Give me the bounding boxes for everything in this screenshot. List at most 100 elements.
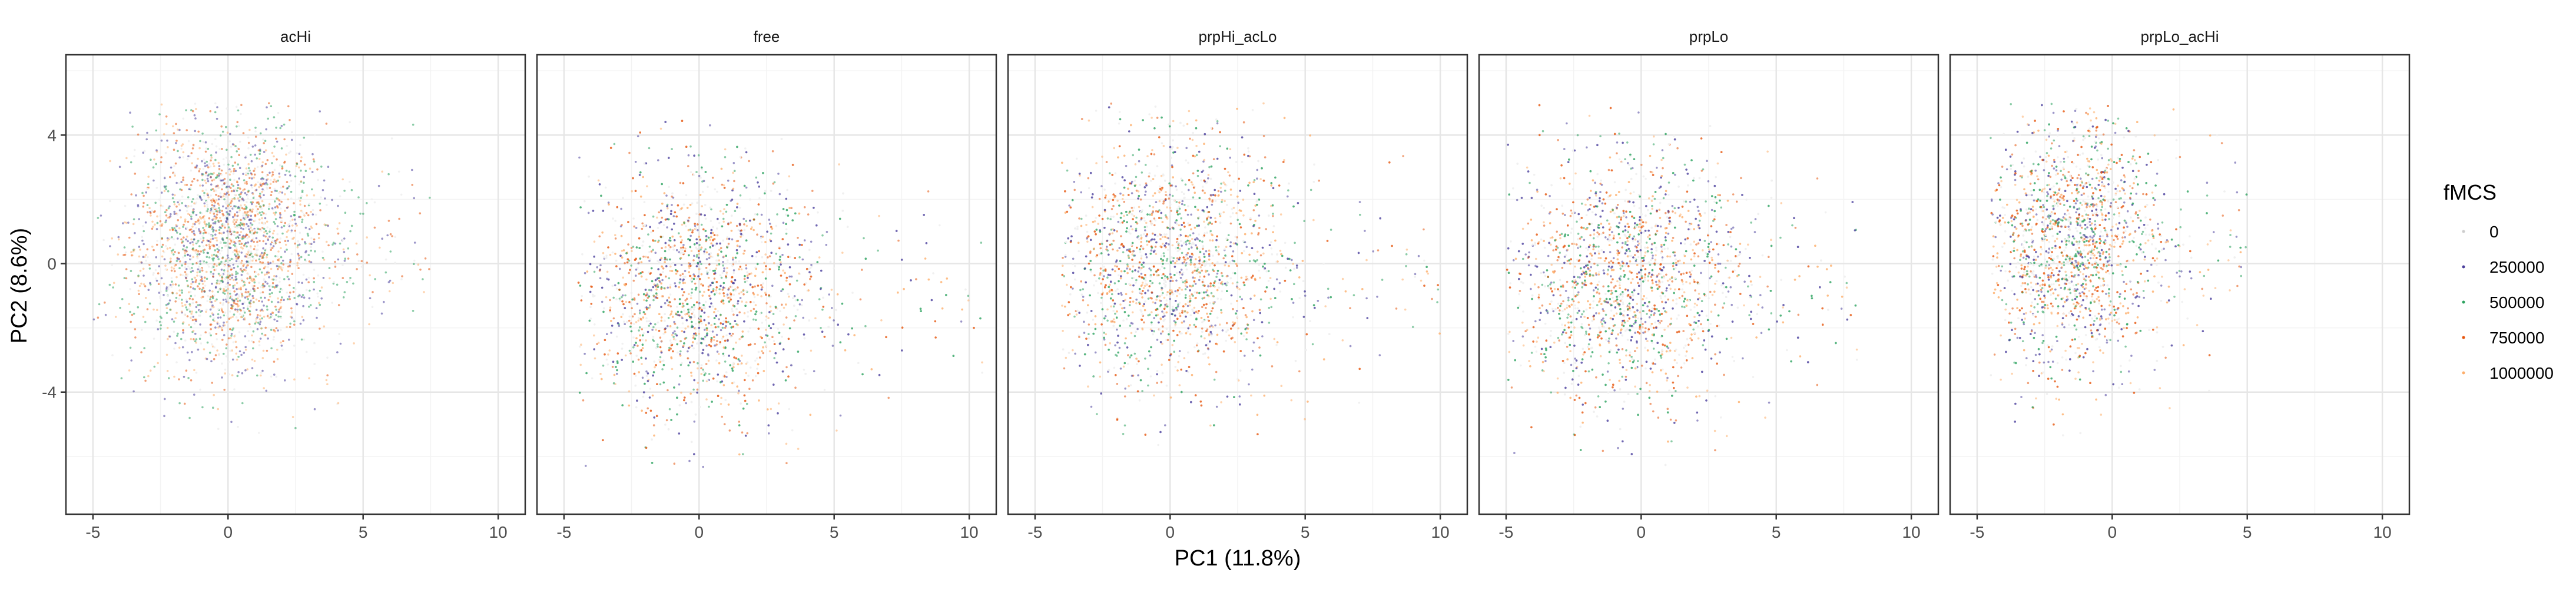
data-point — [346, 281, 349, 283]
data-point — [271, 292, 273, 294]
data-point — [338, 333, 340, 335]
data-point — [286, 326, 288, 328]
data-point — [722, 261, 724, 263]
data-point — [92, 318, 95, 321]
data-point — [251, 233, 254, 236]
data-point — [344, 257, 346, 260]
data-point — [728, 300, 731, 303]
data-point — [740, 362, 743, 365]
data-point — [229, 133, 231, 135]
data-point — [282, 263, 285, 266]
data-point — [288, 185, 290, 188]
data-point — [241, 197, 244, 200]
data-point — [275, 279, 277, 282]
data-point — [372, 291, 374, 293]
data-point — [718, 288, 721, 290]
data-point — [291, 237, 294, 240]
data-point — [218, 274, 221, 277]
data-point — [725, 321, 728, 323]
data-point — [198, 270, 201, 273]
data-point — [220, 173, 223, 176]
data-point — [612, 317, 615, 320]
data-point — [248, 253, 251, 256]
data-point — [607, 246, 609, 249]
data-point — [236, 121, 239, 124]
data-point — [189, 267, 192, 270]
data-point — [242, 228, 245, 230]
data-point — [698, 306, 701, 309]
data-point — [220, 260, 223, 263]
data-point — [697, 223, 699, 226]
data-point — [260, 286, 262, 289]
data-point — [772, 313, 775, 315]
data-point — [128, 303, 131, 305]
data-point — [168, 299, 171, 302]
data-point — [178, 289, 181, 292]
data-point — [201, 160, 203, 163]
data-point — [725, 272, 728, 274]
data-point — [187, 377, 190, 379]
data-point — [662, 271, 664, 273]
data-point — [635, 337, 638, 340]
data-point — [191, 302, 194, 305]
data-point — [721, 289, 724, 291]
data-point — [725, 203, 728, 206]
data-point — [211, 382, 214, 384]
data-point — [648, 289, 651, 292]
data-point — [210, 156, 213, 159]
data-point — [296, 152, 298, 155]
data-point — [171, 280, 173, 283]
data-point — [250, 226, 252, 229]
data-point — [939, 224, 941, 227]
data-point — [193, 177, 195, 180]
data-point — [215, 333, 218, 335]
data-point — [244, 335, 247, 337]
data-point — [275, 127, 277, 129]
data-point — [654, 323, 657, 326]
data-point — [684, 327, 687, 330]
data-point — [190, 109, 193, 111]
data-point — [310, 249, 312, 252]
data-point — [616, 322, 619, 325]
data-point — [203, 290, 205, 292]
data-point — [216, 185, 218, 187]
data-point — [781, 336, 783, 338]
data-point — [979, 317, 982, 320]
data-point — [747, 310, 749, 313]
data-point — [217, 428, 220, 430]
data-point — [664, 331, 667, 333]
data-point — [158, 113, 161, 115]
data-point — [790, 207, 793, 210]
data-point — [251, 208, 254, 211]
data-point — [256, 231, 258, 234]
data-point — [280, 207, 282, 210]
data-point — [727, 403, 730, 406]
data-point — [768, 223, 771, 225]
data-point — [659, 273, 662, 276]
data-point — [199, 184, 201, 187]
data-point — [147, 183, 150, 186]
data-point — [743, 277, 746, 280]
data-point — [234, 205, 237, 208]
data-point — [241, 219, 244, 221]
data-point — [738, 292, 741, 295]
data-point — [247, 225, 250, 227]
data-point — [231, 349, 234, 352]
data-point — [670, 342, 672, 345]
data-point — [630, 292, 633, 294]
data-point — [685, 145, 688, 148]
data-point — [636, 399, 638, 402]
data-point — [682, 203, 685, 206]
data-point — [191, 298, 194, 300]
data-point — [160, 277, 163, 280]
data-point — [165, 287, 168, 290]
data-point — [327, 244, 330, 247]
data-point — [690, 371, 692, 374]
data-point — [268, 206, 270, 208]
data-point — [281, 167, 284, 170]
data-point — [205, 231, 207, 234]
data-point — [223, 224, 226, 227]
data-point — [261, 211, 264, 213]
data-point — [662, 235, 664, 238]
data-point — [767, 317, 770, 319]
